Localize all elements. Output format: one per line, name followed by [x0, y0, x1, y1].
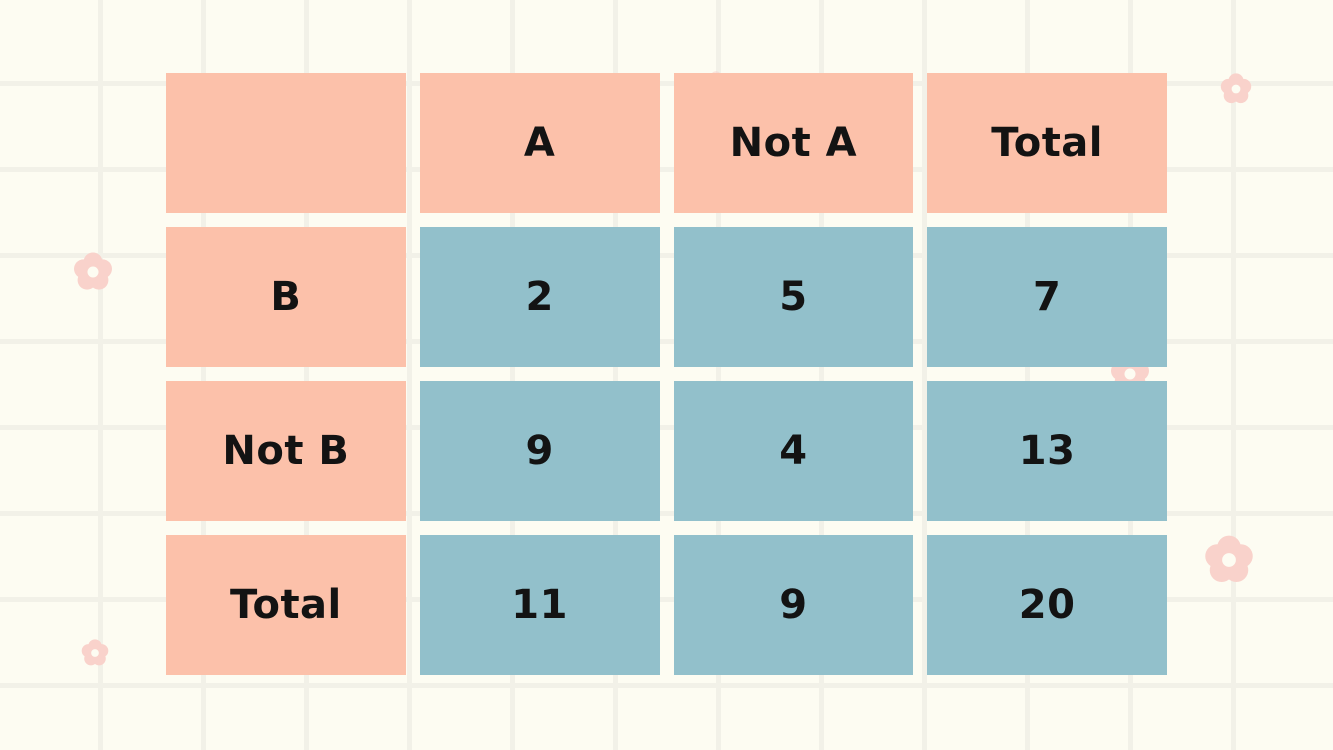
cell-not-b-total: 13	[927, 381, 1167, 521]
cell-not-b-not-a: 4	[673, 381, 914, 521]
flower-icon	[1204, 535, 1254, 585]
flower-icon	[73, 252, 113, 292]
contingency-table: A Not A Total B 2 5 7 Not B 9 4 13 Total…	[166, 73, 1167, 675]
corner-cell	[166, 73, 406, 213]
row-header-b: B	[166, 227, 406, 367]
cell-b-not-a: 5	[673, 227, 914, 367]
cell-total-total: 20	[927, 535, 1167, 675]
cell-b-a: 2	[419, 227, 660, 367]
col-header-not-a: Not A	[673, 73, 914, 213]
cell-b-total: 7	[927, 227, 1167, 367]
col-header-a: A	[419, 73, 660, 213]
cell-total-a: 11	[419, 535, 660, 675]
flower-icon	[1220, 73, 1252, 105]
flower-icon	[81, 639, 109, 667]
cell-not-b-a: 9	[419, 381, 660, 521]
cell-total-not-a: 9	[673, 535, 914, 675]
row-header-total: Total	[166, 535, 406, 675]
row-header-not-b: Not B	[166, 381, 406, 521]
col-header-total: Total	[927, 73, 1167, 213]
